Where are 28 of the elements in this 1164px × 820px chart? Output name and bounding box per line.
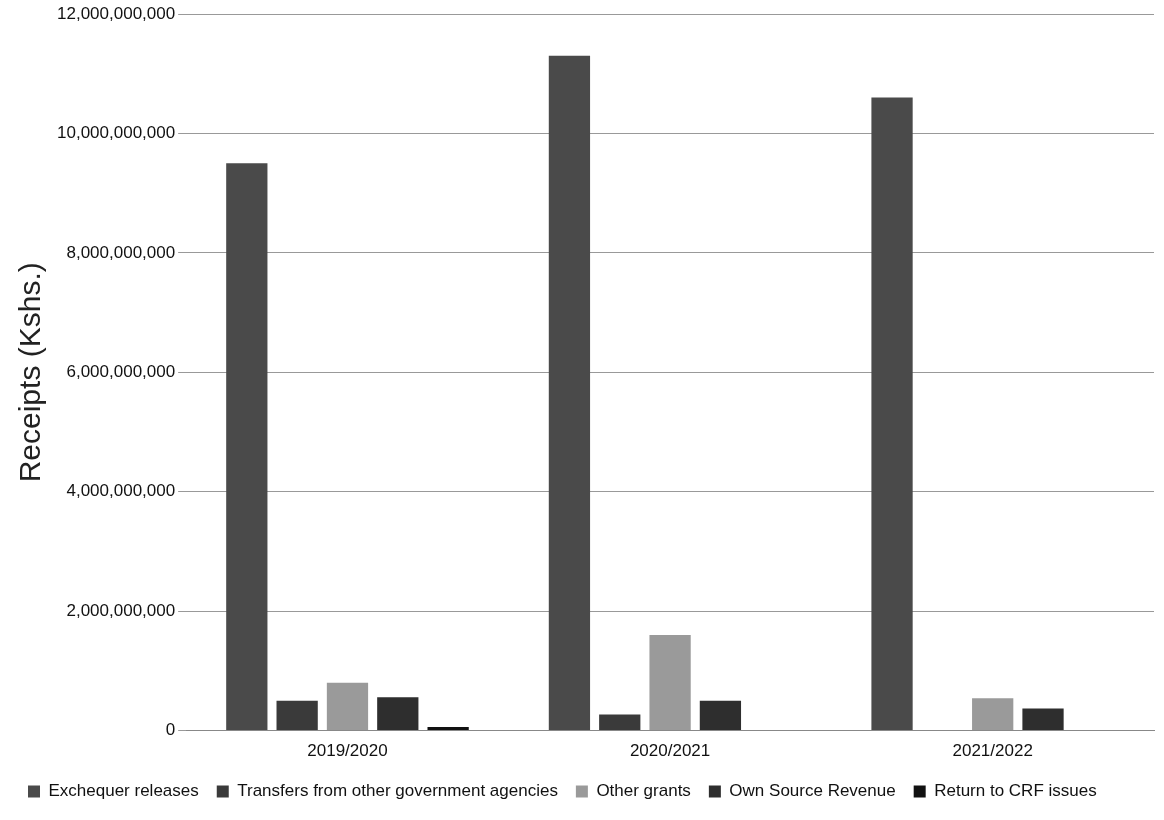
x-tick-label: 2021/2022 [952, 741, 1033, 761]
bar [226, 163, 268, 731]
y-tick-label: 8,000,000,000 [66, 242, 176, 262]
legend-label: Exchequer releases [48, 781, 199, 801]
x-tick-label: 2020/2021 [629, 741, 711, 761]
y-tick-label: 0 [165, 720, 176, 740]
legend-label: Other grants [596, 781, 691, 801]
bar [1022, 708, 1064, 731]
legend-label: Transfers from other government agencies [237, 781, 558, 801]
bar [599, 714, 641, 731]
x-tick-label: 2019/2020 [307, 741, 388, 761]
bar [972, 698, 1014, 731]
y-tick-label: 6,000,000,000 [66, 361, 176, 381]
bar [276, 700, 318, 731]
bar [649, 635, 691, 731]
legend-label: Return to CRF issues [934, 781, 1097, 801]
y-tick-label: 12,000,000,000 [57, 3, 176, 23]
bar [326, 682, 369, 731]
y-tick-label: 10,000,000,000 [57, 123, 176, 143]
legend-label: Own Source Revenue [729, 781, 896, 801]
bar [427, 727, 469, 731]
y-tick-label: 2,000,000,000 [66, 600, 176, 620]
bar [871, 97, 913, 731]
bar [548, 55, 591, 731]
y-tick-label: 4,000,000,000 [66, 481, 176, 501]
y-axis-title: Receipts (Kshs.) [13, 262, 47, 483]
bar [699, 700, 742, 731]
bar [377, 697, 419, 731]
